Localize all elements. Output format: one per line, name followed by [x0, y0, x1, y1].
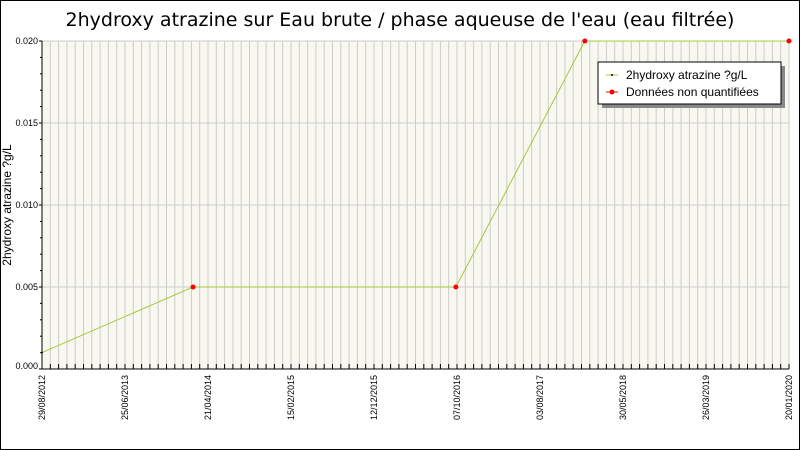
unquantified-point [582, 38, 588, 44]
legend [597, 61, 782, 105]
x-tick-label: 30/05/2018 [618, 375, 628, 420]
x-tick-label: 26/03/2019 [701, 375, 711, 420]
y-tick-label: 0.005 [15, 282, 38, 292]
unquantified-point [786, 38, 792, 44]
x-tick-label: 12/12/2015 [369, 375, 379, 420]
x-tick-label: 20/01/2020 [784, 375, 794, 420]
chart-title: 2hydroxy atrazine sur Eau brute / phase … [66, 9, 735, 31]
x-tick-label: 15/02/2015 [286, 375, 296, 420]
x-tick-label: 29/08/2012 [37, 375, 47, 420]
y-tick-label: 0.010 [15, 200, 38, 210]
y-tick-label: 0.015 [15, 118, 38, 128]
legend-marker-icon [611, 74, 613, 76]
unquantified-point [453, 284, 459, 290]
x-tick-label: 21/04/2014 [203, 375, 213, 420]
x-tick-label: 25/06/2013 [120, 375, 130, 420]
y-axis-label: 2hydroxy atrazine ?g/L [0, 144, 14, 266]
unquantified-point [190, 284, 196, 290]
y-tick-label: 0.000 [15, 361, 38, 371]
legend-marker-icon [609, 89, 615, 95]
x-tick-label: 03/08/2017 [535, 375, 545, 420]
y-tick-label: 0.020 [15, 36, 38, 46]
legend-label: Données non quantifiées [626, 85, 759, 99]
legend-label: 2hydroxy atrazine ?g/L [626, 68, 748, 82]
data-point [41, 351, 43, 354]
x-tick-label: 07/10/2016 [452, 375, 462, 420]
